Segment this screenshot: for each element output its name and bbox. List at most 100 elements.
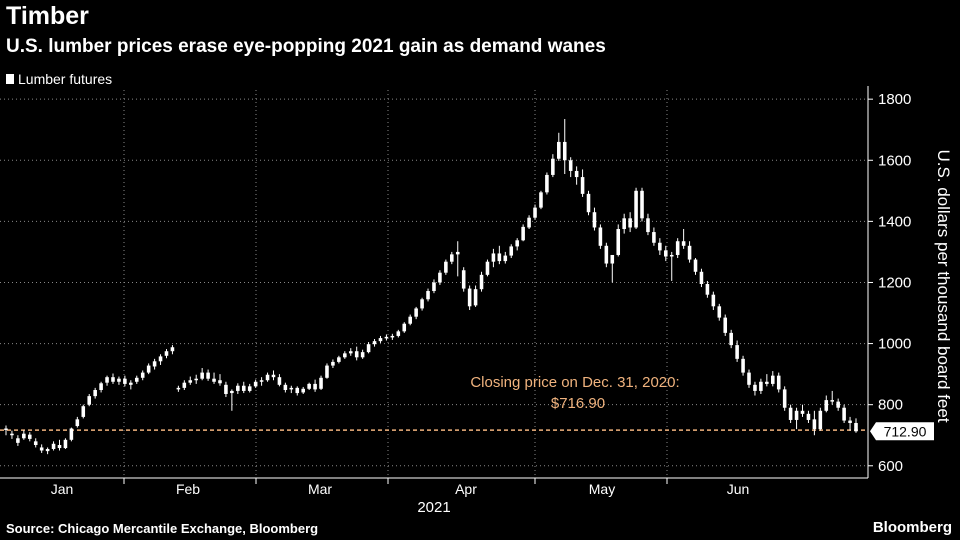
candle-body bbox=[485, 261, 490, 275]
x-tick-label: Mar bbox=[308, 481, 332, 497]
candle-body bbox=[384, 336, 389, 339]
legend: Lumber futures bbox=[6, 71, 112, 87]
y-axis-title: U.S. dollars per thousand board feet bbox=[934, 149, 953, 422]
candle-body bbox=[705, 284, 710, 295]
candle-body bbox=[515, 240, 519, 247]
candle-body bbox=[188, 380, 193, 383]
candle-body bbox=[81, 406, 86, 417]
candle-body bbox=[182, 382, 187, 388]
candle-body bbox=[479, 274, 484, 290]
candle-body bbox=[51, 443, 56, 449]
candle-body bbox=[616, 229, 621, 255]
candle-body bbox=[99, 383, 103, 391]
candle-body bbox=[467, 288, 472, 307]
x-year-label: 2021 bbox=[417, 499, 450, 516]
candle-body bbox=[69, 428, 74, 440]
x-tick-label: Apr bbox=[455, 481, 477, 497]
candle-body bbox=[461, 270, 466, 289]
candle-body bbox=[170, 347, 175, 352]
candle-body bbox=[794, 410, 799, 420]
candle-body bbox=[360, 352, 365, 358]
candle-body bbox=[230, 390, 234, 394]
candle-body bbox=[776, 375, 781, 390]
candle-body bbox=[646, 218, 650, 233]
candle-body bbox=[741, 358, 745, 373]
candle-body bbox=[396, 331, 401, 336]
candle-body bbox=[693, 259, 698, 272]
candle-body bbox=[444, 261, 448, 273]
candle-body bbox=[134, 377, 139, 382]
candle-body bbox=[354, 351, 359, 358]
candle-body bbox=[259, 380, 264, 382]
candle-body bbox=[491, 253, 496, 262]
candle-body bbox=[378, 338, 383, 342]
candle-body bbox=[681, 241, 686, 246]
candle-body bbox=[408, 316, 412, 324]
candle-body bbox=[562, 141, 567, 161]
candle-body bbox=[545, 174, 549, 193]
candle-body bbox=[747, 372, 751, 385]
chart-headline: U.S. lumber prices erase eye-popping 202… bbox=[6, 36, 606, 57]
candle-body bbox=[450, 254, 454, 262]
candle-body bbox=[319, 377, 323, 389]
candle-body bbox=[622, 218, 626, 230]
x-tick-label: Jan bbox=[51, 481, 74, 497]
candle-body bbox=[658, 242, 662, 251]
candle-body bbox=[432, 282, 436, 292]
candle-body bbox=[533, 207, 537, 218]
candle-body bbox=[521, 226, 525, 241]
candle-body bbox=[93, 390, 97, 397]
candle-body bbox=[551, 158, 555, 175]
candle-body bbox=[22, 433, 26, 439]
candle-body bbox=[16, 438, 20, 443]
candle-body bbox=[497, 253, 502, 262]
candle-body bbox=[372, 341, 377, 345]
candle-body bbox=[87, 396, 91, 405]
candle-body bbox=[765, 381, 769, 384]
candle-body bbox=[604, 245, 609, 264]
candle-body bbox=[800, 410, 805, 414]
last-value-label: 712.90 bbox=[884, 423, 927, 439]
candle-body bbox=[836, 401, 840, 408]
y-tick-label: 1800 bbox=[878, 91, 911, 108]
candle-body bbox=[699, 271, 704, 284]
candle-body bbox=[759, 381, 763, 391]
candle-body bbox=[295, 387, 300, 394]
candle-body bbox=[509, 246, 514, 256]
candle-body bbox=[687, 245, 692, 260]
candle-body bbox=[218, 380, 222, 384]
candle-body bbox=[331, 361, 335, 366]
y-tick-label: 800 bbox=[878, 397, 903, 414]
candle-body bbox=[729, 332, 733, 346]
candle-body bbox=[640, 190, 644, 219]
candle-body bbox=[438, 272, 442, 283]
candle-body bbox=[539, 192, 543, 208]
candle-body bbox=[33, 441, 38, 446]
candle-body bbox=[818, 410, 823, 430]
y-tick-label: 1400 bbox=[878, 213, 911, 230]
candle-body bbox=[366, 344, 371, 353]
candle-body bbox=[830, 400, 835, 402]
candle-body bbox=[420, 299, 424, 309]
candle-body bbox=[111, 377, 115, 382]
candle-body bbox=[27, 434, 32, 439]
candle-body bbox=[402, 323, 407, 332]
candle-body bbox=[176, 387, 181, 390]
candle-body bbox=[854, 423, 858, 432]
candle-body bbox=[717, 306, 722, 318]
source-note: Source: Chicago Mercantile Exchange, Blo… bbox=[6, 521, 319, 536]
candle-body bbox=[527, 217, 531, 228]
candle-body bbox=[224, 384, 228, 394]
candle-body bbox=[723, 317, 728, 333]
candle-body bbox=[348, 351, 353, 354]
candle-body bbox=[10, 433, 14, 436]
candle-body bbox=[75, 419, 80, 427]
candle-body bbox=[664, 250, 668, 257]
candle-body bbox=[283, 384, 288, 391]
y-tick-label: 1200 bbox=[878, 274, 911, 291]
candle-body bbox=[277, 377, 282, 385]
x-tick-label: Jun bbox=[727, 481, 750, 497]
candle-body bbox=[753, 384, 757, 391]
candle-body bbox=[307, 383, 311, 389]
